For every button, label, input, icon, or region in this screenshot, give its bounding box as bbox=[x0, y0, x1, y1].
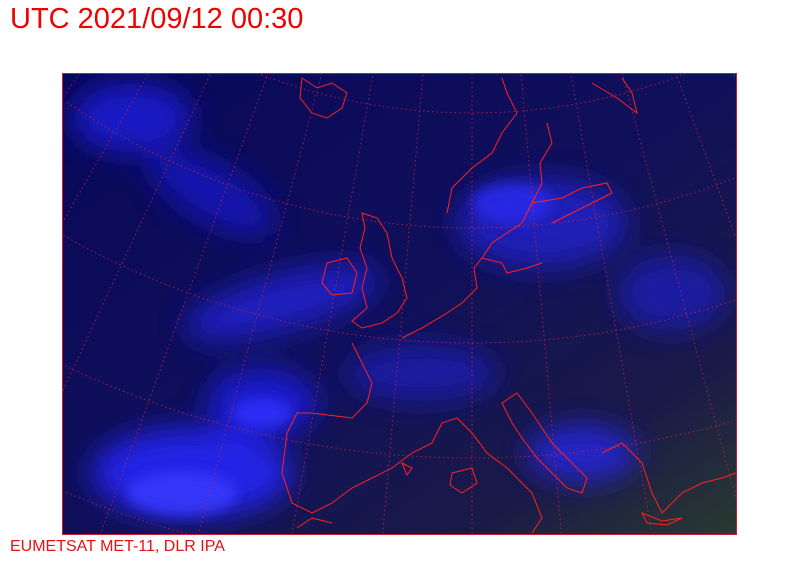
meridian-line bbox=[520, 74, 562, 534]
timestamp-title: UTC 2021/09/12 00:30 bbox=[10, 3, 304, 35]
map-frame bbox=[62, 73, 737, 535]
latitude-line bbox=[63, 234, 736, 344]
cloud-layer bbox=[72, 83, 727, 518]
latitude-line bbox=[64, 365, 733, 459]
meridian-line bbox=[621, 73, 737, 499]
coastlines bbox=[281, 77, 737, 534]
meridian-line bbox=[62, 73, 149, 224]
latitude-line bbox=[256, 73, 688, 114]
data-source-credit: EUMETSAT MET-11, DLR IPA bbox=[10, 538, 225, 555]
meridian-line bbox=[198, 73, 323, 534]
meridian-line bbox=[63, 73, 81, 97]
satellite-map bbox=[62, 73, 737, 535]
meridian-line bbox=[291, 76, 374, 534]
graticule-grid bbox=[62, 73, 737, 535]
meridian-line bbox=[100, 73, 269, 532]
meridian-line bbox=[570, 76, 653, 534]
meridian-line bbox=[733, 74, 737, 79]
